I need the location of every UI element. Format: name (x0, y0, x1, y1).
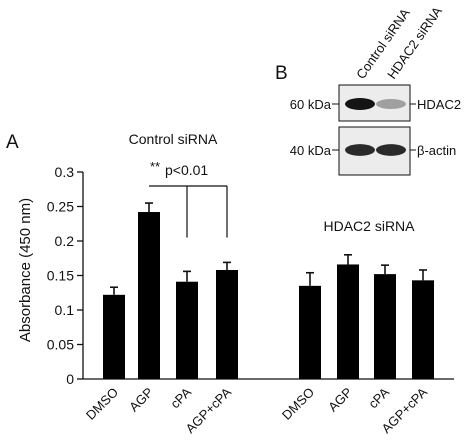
bar (374, 274, 396, 379)
blot-band (345, 98, 375, 110)
x-tick-label: cPA (365, 384, 392, 411)
blot-size-60: 60 kDa (290, 97, 332, 112)
blot-band (376, 144, 406, 156)
y-ticks: 0 0.05 0.1 0.15 0.2 0.25 0.3 (47, 164, 83, 387)
y-tick-label: 0.1 (55, 302, 75, 318)
bar (216, 269, 238, 379)
significance-bracket (149, 185, 228, 238)
x-tick-label: AGP (325, 385, 355, 415)
blot-bands (345, 98, 406, 156)
panel-label-b: B (275, 63, 288, 84)
bar (299, 285, 321, 379)
significance-label: p<0.01 (165, 162, 208, 178)
y-tick-label: 0.05 (47, 337, 74, 353)
y-tick-label: 0 (66, 371, 74, 387)
blot-band (376, 98, 406, 110)
significance-stars: ** (150, 159, 160, 174)
bars (103, 202, 434, 379)
x-tick-label: DMSO (279, 385, 317, 423)
group-title-hdac2: HDAC2 siRNA (323, 218, 415, 234)
bar (103, 294, 125, 379)
western-blot: 60 kDa 40 kDa HDAC2 β-actin Control siRN… (290, 4, 461, 176)
bar (176, 281, 198, 379)
y-tick-label: 0.2 (55, 233, 75, 249)
y-tick-label: 0.3 (55, 164, 75, 180)
bar (412, 280, 434, 379)
x-tick-label: cPA (167, 384, 194, 411)
panel-label-a: A (6, 132, 19, 153)
blot-band (345, 144, 375, 156)
y-axis-label: Absorbance (450 nm) (17, 198, 34, 342)
y-tick-label: 0.15 (47, 268, 74, 284)
bar (337, 264, 359, 379)
blot-size-40: 40 kDa (290, 143, 332, 158)
bar (138, 212, 160, 379)
blot-protein-actin: β-actin (417, 143, 456, 158)
x-tick-label: DMSO (83, 385, 121, 423)
blot-protein-hdac2: HDAC2 (417, 97, 461, 112)
group-title-control: Control siRNA (129, 131, 218, 147)
y-tick-label: 0.25 (47, 199, 74, 215)
x-tick-label: AGP (126, 385, 156, 415)
